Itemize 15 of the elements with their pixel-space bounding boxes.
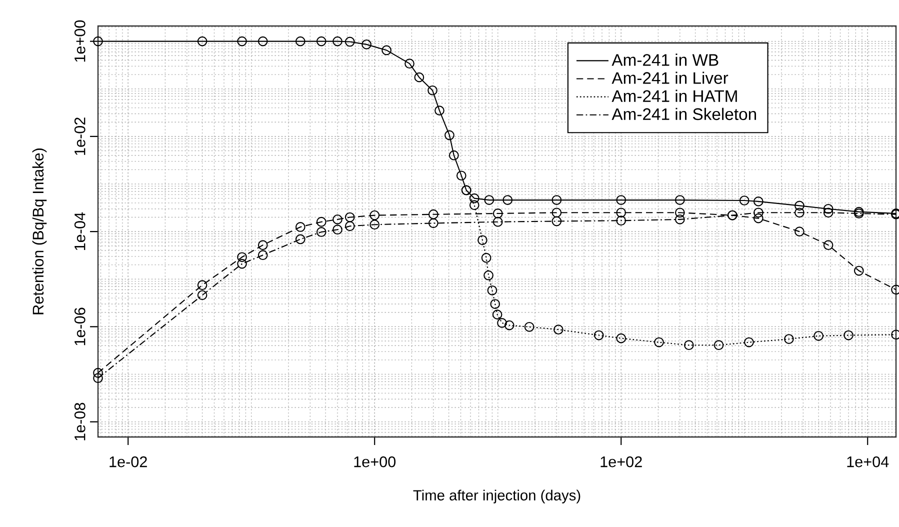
y-tick-label: 1e-02 [74, 118, 86, 155]
x-tick-label: 1e+00 [354, 456, 396, 468]
x-tick-label: 1e+02 [600, 456, 642, 468]
y-tick-label: 1e-04 [74, 212, 86, 250]
legend-label: Am-241 in HATM [612, 90, 737, 102]
legend-label: Am-241 in Liver [612, 72, 728, 84]
x-tick-label: 1e-02 [110, 456, 147, 468]
x-tick-label: 1e+04 [847, 456, 889, 468]
y-tick-label: 1e+00 [74, 20, 86, 62]
y-tick-label: 1e-08 [74, 402, 86, 440]
y-tick-label: 1e-06 [74, 308, 86, 346]
x-axis-title: Time after injection (days) [413, 490, 580, 504]
legend-label: Am-241 in Skeleton [612, 108, 756, 120]
legend-label: Am-241 in WB [612, 54, 718, 66]
y-axis-title: Retention (Bq/Bq Intake) [32, 148, 47, 314]
